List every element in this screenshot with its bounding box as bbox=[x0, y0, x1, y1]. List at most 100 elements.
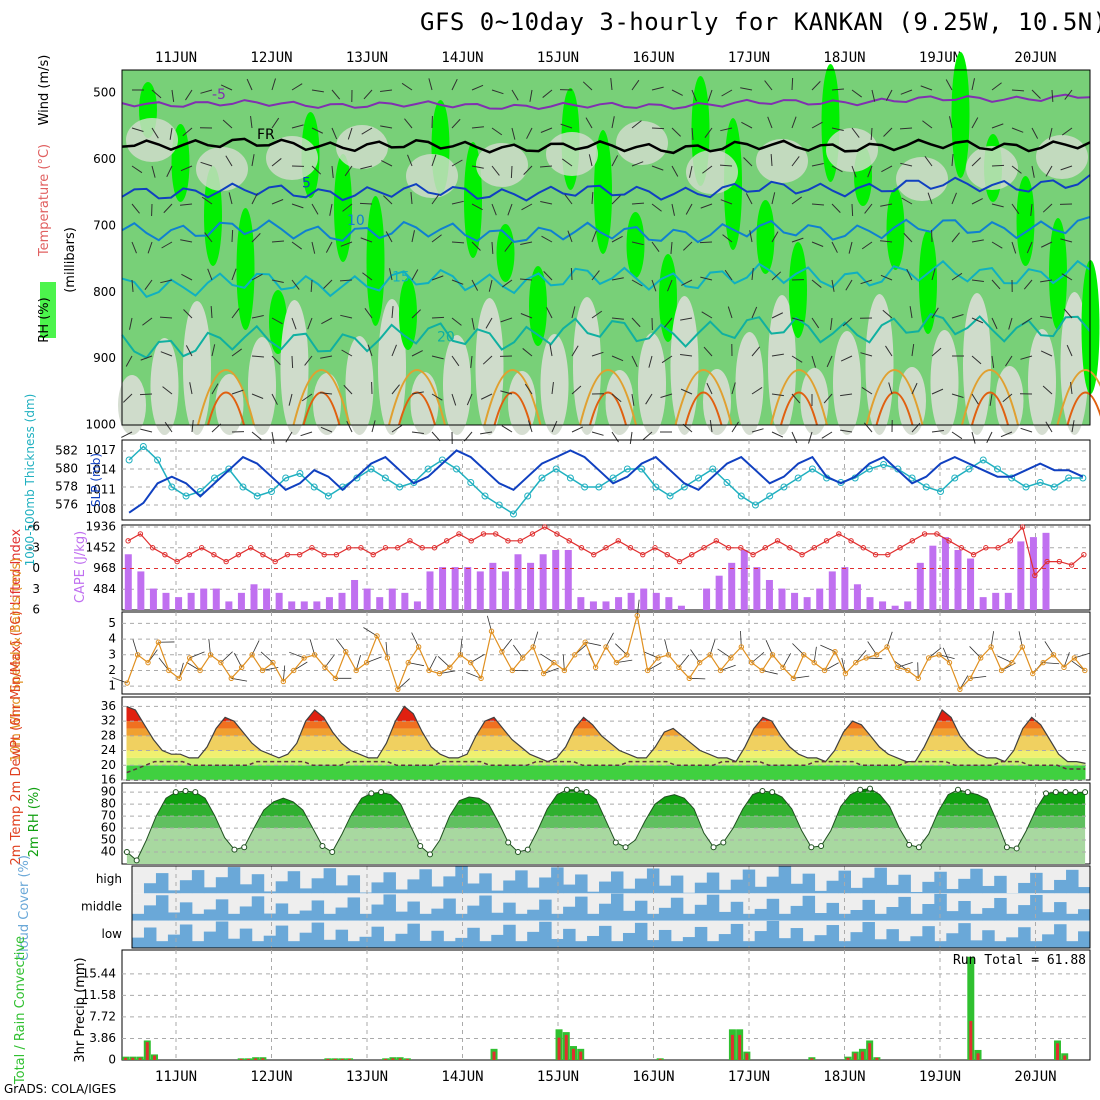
wind-barb bbox=[381, 160, 393, 167]
cloud-bar bbox=[551, 913, 564, 921]
wind-barb bbox=[411, 431, 424, 434]
wind-barb bbox=[360, 237, 373, 243]
cloud-bar bbox=[814, 913, 828, 921]
wind-barb bbox=[500, 390, 513, 395]
wind-barb bbox=[225, 155, 233, 167]
cloud-bar bbox=[587, 913, 600, 921]
wind-barb bbox=[361, 127, 373, 135]
wind-barb bbox=[524, 383, 533, 395]
wind-barb bbox=[1030, 203, 1033, 216]
wind-barb bbox=[922, 120, 933, 129]
wind-speed-point bbox=[572, 652, 578, 658]
wind-barb bbox=[751, 428, 764, 433]
wind-barb bbox=[411, 269, 419, 281]
wind-barb bbox=[631, 317, 641, 328]
rh-dry-plume bbox=[280, 300, 309, 435]
wind-speed-point bbox=[717, 667, 724, 674]
cloud-bar bbox=[1006, 937, 1019, 948]
wind-barb bbox=[651, 279, 657, 292]
rh-dry-patch bbox=[616, 121, 668, 165]
cape-bar bbox=[979, 597, 987, 610]
wind-barb bbox=[719, 164, 733, 167]
rh-dry-plume bbox=[963, 293, 991, 435]
rh-dry-plume bbox=[833, 331, 861, 435]
cloud-bar bbox=[539, 899, 552, 921]
run-total-label: Run Total = 61.88 bbox=[953, 953, 1086, 968]
cape-bar bbox=[640, 588, 648, 610]
wind-barb bbox=[1011, 127, 1024, 133]
wind-barb bbox=[320, 426, 333, 433]
wind-barb bbox=[364, 307, 373, 319]
wind-barb bbox=[811, 163, 824, 167]
date-label: 14JUN bbox=[441, 1069, 483, 1085]
thickness-point bbox=[695, 474, 703, 482]
wind-barb bbox=[899, 127, 913, 130]
wind-barb bbox=[385, 231, 393, 243]
precip-convective-bar bbox=[868, 1043, 872, 1060]
pressure-tick: 800 bbox=[93, 285, 116, 299]
wind-speed-point bbox=[728, 655, 734, 661]
wind-barb bbox=[903, 232, 913, 243]
cloud-bar bbox=[551, 867, 564, 894]
wind-barb bbox=[1063, 308, 1073, 319]
lifted-index-point bbox=[493, 531, 499, 537]
cloud-bar bbox=[670, 941, 684, 948]
lifted-index-point bbox=[542, 524, 548, 530]
wind-barb bbox=[582, 81, 593, 91]
wind-barb bbox=[320, 392, 333, 395]
lifted-index-point bbox=[836, 531, 842, 537]
wind-barb bbox=[811, 121, 823, 129]
wind-barb bbox=[631, 355, 638, 368]
wind-barb bbox=[951, 314, 964, 319]
wind-barb bbox=[501, 425, 513, 433]
cape-bar bbox=[351, 579, 359, 610]
cloud-bar bbox=[718, 934, 732, 948]
precip-convective-bar bbox=[239, 1058, 243, 1060]
cape-bar bbox=[665, 597, 673, 610]
lifted-index-point bbox=[640, 551, 646, 558]
cloud-bar bbox=[215, 921, 229, 948]
wind-barb bbox=[488, 279, 493, 292]
thickness-tick: 576 bbox=[55, 498, 78, 512]
wind-barb bbox=[821, 431, 833, 439]
cloud-bar bbox=[994, 941, 1007, 948]
wind-barb bbox=[1061, 273, 1073, 281]
cloud-bar bbox=[347, 875, 361, 894]
wind-barb bbox=[471, 317, 475, 330]
wind-barb bbox=[311, 127, 324, 134]
cloud-bar bbox=[1030, 941, 1043, 948]
wind-barb bbox=[431, 275, 444, 281]
thickness-point bbox=[424, 465, 432, 473]
precip-convective-bar bbox=[579, 1051, 583, 1060]
rh-dry-plume bbox=[215, 374, 244, 435]
thickness-point bbox=[168, 483, 176, 491]
wind-barb bbox=[164, 421, 173, 433]
rh-moist-patch bbox=[1049, 218, 1067, 330]
wind-barb bbox=[971, 317, 984, 324]
cloud-bar bbox=[287, 871, 301, 894]
wind-barb bbox=[380, 89, 393, 92]
lifted-index-point bbox=[468, 538, 474, 544]
wind-barb bbox=[271, 240, 284, 243]
cloud-bar bbox=[922, 926, 935, 948]
wind-barb bbox=[648, 355, 653, 368]
cape-bar bbox=[816, 588, 824, 610]
wind-barb bbox=[610, 78, 613, 91]
thickness-point bbox=[196, 488, 204, 495]
cloud-bar bbox=[587, 935, 600, 948]
cloud-bar bbox=[802, 895, 816, 921]
pressure-unit-label: (millibars) bbox=[63, 227, 78, 293]
wind-speed-point bbox=[790, 675, 797, 682]
lifted-index-point bbox=[885, 551, 891, 558]
cloud-bar bbox=[455, 937, 468, 948]
rh-axis-label: RH (%) bbox=[37, 297, 52, 342]
pressure-tick: 700 bbox=[93, 218, 116, 232]
wind-barb bbox=[971, 279, 984, 282]
wind-barb bbox=[591, 310, 603, 319]
cloud-bar bbox=[443, 898, 456, 921]
wind-barb bbox=[611, 116, 615, 129]
wind-barb bbox=[329, 203, 333, 216]
wind-speed-point bbox=[395, 686, 401, 692]
lifted-index-point bbox=[529, 531, 536, 537]
cape-bar bbox=[413, 601, 421, 610]
